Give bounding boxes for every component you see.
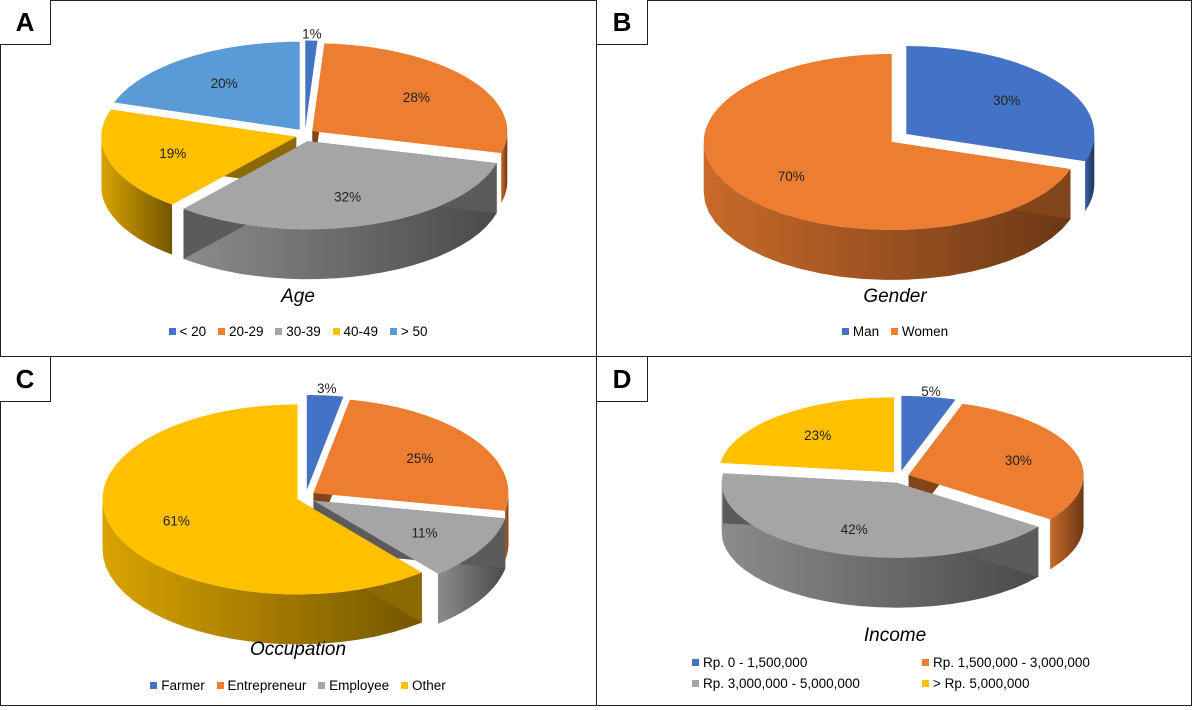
legend-item: < 20 (168, 324, 206, 339)
pie-slice-side-3 (101, 136, 173, 255)
panel-letter: C (0, 357, 51, 402)
pie-slice-0 (901, 395, 956, 471)
pie-slice-4 (114, 41, 300, 130)
legend: Rp. 0 - 1,500,000 Rp. 1,500,000 - 3,000,… (692, 655, 1172, 691)
legend-item: Entrepreneur (216, 678, 306, 693)
legend-item: 30-39 (275, 324, 321, 339)
data-label: 28% (403, 90, 430, 105)
legend-item: Rp. 0 - 1,500,000 (692, 655, 922, 670)
gender-pie-chart: 30% 70% (703, 46, 1095, 280)
data-label: 20% (211, 76, 238, 91)
pie-slice-side-3 (102, 499, 422, 645)
pie-slice-2 (721, 473, 1039, 558)
panel-letter: B (597, 0, 648, 45)
pie-tops (101, 40, 508, 230)
legend-item: Farmer (150, 678, 205, 693)
pie-slice-0 (906, 46, 1095, 162)
legend-item: > Rp. 5,000,000 (922, 676, 1172, 691)
chart-title: Age (281, 286, 315, 307)
legend: Man Women (597, 323, 1192, 339)
pie-slice-side-0 (1085, 134, 1095, 212)
legend-swatch (922, 680, 929, 687)
legend-swatch (216, 682, 224, 689)
legend-swatch (168, 328, 176, 335)
data-label: 70% (778, 169, 805, 184)
pie-slice-side-1 (501, 131, 508, 204)
pie-tops (720, 395, 1084, 558)
legend-swatch (400, 682, 408, 689)
pie-slice-1 (312, 43, 508, 154)
legend-item: 20-29 (217, 324, 263, 339)
legend-item: > 50 (389, 324, 427, 339)
legend-swatch (922, 659, 929, 666)
pie-tops (102, 395, 509, 595)
vertical-divider (596, 0, 597, 706)
chart-title: Occupation (249, 639, 347, 660)
legend-item: Rp. 3,000,000 - 5,000,000 (692, 676, 922, 691)
legend-swatch (692, 659, 699, 666)
legend-swatch (275, 328, 283, 335)
legend: Farmer Entrepreneur Employee Other (0, 677, 596, 693)
legend-swatch (318, 682, 326, 689)
legend-item: 40-49 (332, 324, 378, 339)
legend-swatch (217, 328, 225, 335)
legend-item: Other (400, 678, 446, 693)
data-label: 3% (317, 381, 337, 396)
legend: < 20 20-29 30-39 40-49 > 50 (0, 323, 596, 339)
occupation-pie-chart: 3% 25% 11% 61% (102, 381, 509, 645)
pie-slice-2 (183, 141, 497, 230)
pie-slice-0 (306, 395, 344, 490)
horizontal-divider (0, 356, 1192, 357)
pie-slice-3 (101, 109, 297, 205)
legend-item: Employee (318, 678, 389, 693)
panel-letter: D (597, 357, 648, 402)
panel-income: 5% 30% 42% 23% D Income Rp. 0 - 1,500,000 R… (597, 357, 1192, 710)
legend-item: Rp. 1,500,000 - 3,000,000 (922, 655, 1172, 670)
pie-tops (703, 46, 1095, 230)
pie-slice-side-2 (721, 482, 1039, 608)
legend-swatch (692, 680, 699, 687)
panel-letter: A (0, 0, 51, 45)
data-label: 61% (163, 514, 190, 529)
pie-slice-side-2 (183, 163, 497, 280)
chart-title: Gender (863, 286, 927, 307)
pie-slice-1 (908, 403, 1084, 520)
legend-swatch (332, 328, 340, 335)
pie-slice-0 (305, 40, 318, 129)
data-label: 30% (1005, 453, 1032, 468)
income-pie-chart: 5% 30% 42% 23% (720, 384, 1084, 608)
panel-age: 1% 28% 32% 19% 20% A Age < 20 20-29 30-39 40… (0, 0, 596, 353)
pie-slice-3 (102, 404, 422, 595)
pie-slice-3 (720, 397, 894, 473)
chart-title: Income (863, 625, 927, 646)
data-label: 5% (921, 384, 941, 399)
pie-slice-side-1 (1050, 475, 1084, 570)
pie-slice-side-1 (505, 493, 509, 561)
panel-occupation: 3% 25% 11% 61% C Occupation Farmer Entrepre… (0, 357, 596, 710)
data-label: 1% (302, 27, 322, 42)
data-label: 19% (159, 146, 186, 161)
pie-slice-side-1 (703, 142, 1071, 280)
pie-slice-2 (313, 500, 506, 574)
data-label: 11% (411, 526, 437, 541)
data-label: 32% (334, 189, 361, 204)
legend-item: Women (890, 324, 948, 339)
legend-item: Man (841, 324, 879, 339)
age-pie-chart: 1% 28% 32% 19% 20% (101, 27, 508, 280)
data-label: 23% (804, 428, 831, 443)
pie-slice-1 (703, 54, 1071, 230)
pie-slice-1 (313, 399, 509, 511)
legend-swatch (841, 328, 849, 335)
data-label: 25% (406, 451, 433, 466)
legend-swatch (890, 328, 898, 335)
panel-gender: 30% 70% B Gender Man Women (597, 0, 1192, 353)
legend-swatch (389, 328, 397, 335)
data-label: 30% (993, 93, 1020, 108)
legend-swatch (150, 682, 158, 689)
data-label: 42% (841, 522, 868, 537)
